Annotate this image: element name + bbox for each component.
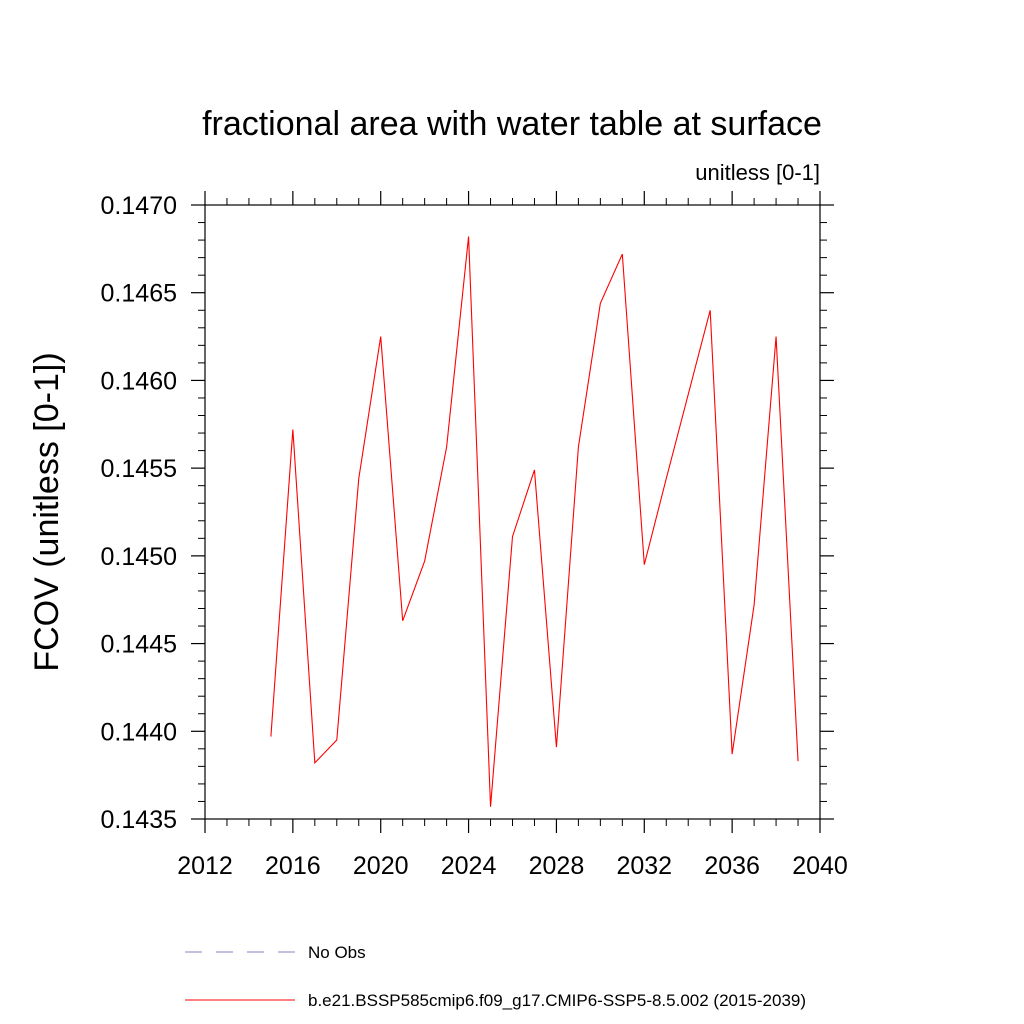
y-tick-labels: 0.1435 0.1440 0.1445 0.1450 0.1455 0.1460 0.14…: [101, 192, 177, 834]
chart-title: fractional area with water table at surf…: [202, 105, 822, 143]
legend-label: No Obs: [308, 943, 366, 962]
x-tick-label: 2020: [353, 852, 409, 880]
axis-ticks: [191, 191, 834, 833]
x-tick-label: 2032: [616, 852, 672, 880]
x-tick-label: 2012: [177, 852, 233, 880]
chart-subtitle: unitless [0-1]: [695, 160, 820, 185]
x-tick-label: 2016: [265, 852, 321, 880]
x-tick-label: 2024: [441, 852, 497, 880]
x-tick-labels: 2012 2016 2020 2024 2028 2032 2036 2040: [177, 852, 848, 880]
legend-label: b.e21.BSSP585cmip6.f09_g17.CMIP6-SSP5-8.…: [308, 991, 806, 1010]
x-tick-label: 2028: [529, 852, 585, 880]
y-tick-label: 0.1435: [101, 806, 177, 834]
y-tick-label: 0.1440: [101, 718, 177, 746]
y-tick-label: 0.1460: [101, 367, 177, 395]
legend: No Obs b.e21.BSSP585cmip6.f09_g17.CMIP6-S…: [185, 943, 806, 1010]
series-line: [270, 236, 799, 807]
y-tick-label: 0.1450: [101, 543, 177, 571]
y-tick-label: 0.1465: [101, 280, 177, 308]
y-axis-label: FCOV (unitless [0-1]): [28, 352, 66, 671]
plot-frame: [204, 204, 821, 820]
y-tick-label: 0.1470: [101, 192, 177, 220]
y-tick-label: 0.1455: [101, 455, 177, 483]
x-tick-label: 2040: [792, 852, 848, 880]
x-tick-label: 2036: [704, 852, 760, 880]
y-tick-label: 0.1445: [101, 631, 177, 659]
series-group: [270, 236, 799, 807]
